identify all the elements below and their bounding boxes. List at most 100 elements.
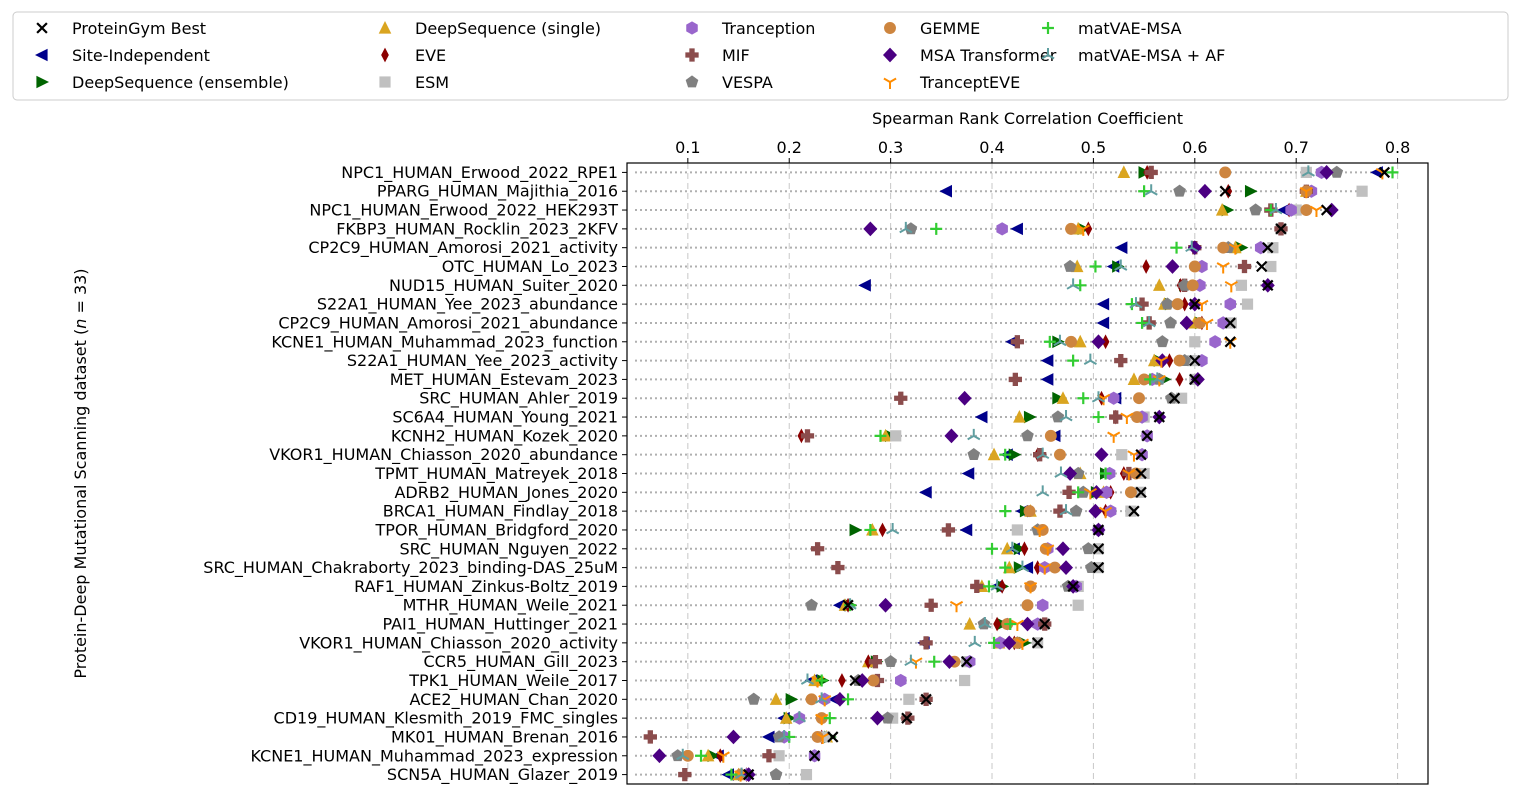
data-point xyxy=(1005,541,1019,554)
data-point xyxy=(815,713,829,726)
data-point xyxy=(1021,599,1034,612)
data-point xyxy=(1219,185,1231,197)
data-point xyxy=(957,390,972,406)
data-point xyxy=(1059,504,1073,516)
data-point xyxy=(1164,316,1177,329)
y-axis-title: Protein-Deep Mutational Scanning dataset… xyxy=(71,268,90,678)
data-point xyxy=(1062,485,1076,499)
data-point xyxy=(779,711,793,724)
data-point xyxy=(1180,296,1189,312)
data-point xyxy=(1100,485,1113,499)
data-point xyxy=(1013,410,1026,423)
data-point xyxy=(1088,503,1103,519)
data-point xyxy=(1249,203,1262,216)
data-point xyxy=(1021,429,1034,442)
data-point xyxy=(1267,242,1279,254)
data-point xyxy=(1036,485,1050,497)
y-tick-label: RAF1_HUMAN_Zinkus-Boltz_2019 xyxy=(354,577,618,597)
legend-item: Site-Independent xyxy=(35,46,210,65)
data-point xyxy=(1036,598,1049,612)
data-point xyxy=(1144,165,1158,180)
data-point xyxy=(1120,412,1134,425)
data-point xyxy=(1065,222,1078,235)
data-point xyxy=(1008,448,1022,461)
data-point xyxy=(1094,447,1109,463)
data-point xyxy=(1173,354,1186,367)
data-point xyxy=(1043,335,1056,348)
y-tick-label: CP2C9_HUMAN_Amorosi_2021_abundance xyxy=(278,313,618,333)
data-point xyxy=(1053,504,1067,518)
data-point xyxy=(769,767,783,780)
legend-label: matVAE-MSA + AF xyxy=(1078,46,1225,65)
data-point xyxy=(1187,354,1199,367)
data-point xyxy=(1023,505,1036,518)
data-point xyxy=(838,673,846,688)
data-point xyxy=(1104,504,1117,518)
data-point xyxy=(842,599,854,611)
data-point xyxy=(849,674,861,687)
data-point xyxy=(1011,636,1024,649)
data-point xyxy=(999,561,1012,574)
data-point xyxy=(1142,315,1156,328)
data-point xyxy=(1082,542,1095,555)
data-point xyxy=(747,692,761,705)
data-point xyxy=(974,410,988,424)
data-point xyxy=(805,693,818,706)
data-point xyxy=(878,597,893,613)
legend-label: TranceptEVE xyxy=(919,73,1020,92)
data-point xyxy=(1173,184,1186,197)
data-point xyxy=(1114,241,1128,254)
legend-marker xyxy=(36,22,48,34)
data-point xyxy=(769,692,783,705)
data-point xyxy=(867,674,880,687)
y-tick-label: FKBP3_HUMAN_Rocklin_2023_2KFV xyxy=(336,219,618,239)
legend-item: MIF xyxy=(685,46,750,65)
data-point xyxy=(1300,166,1312,179)
data-point xyxy=(1153,278,1166,291)
data-point xyxy=(1269,203,1283,215)
data-point xyxy=(1122,469,1136,481)
data-point xyxy=(1031,637,1044,649)
data-point xyxy=(1197,183,1212,199)
data-point xyxy=(681,749,694,762)
y-tick-label: SRC_HUMAN_Nguyen_2022 xyxy=(399,539,618,559)
y-tick-label: SCN5A_HUMAN_Glazer_2019 xyxy=(387,765,618,785)
data-point xyxy=(800,673,815,685)
data-point xyxy=(1135,297,1149,311)
data-point xyxy=(777,729,791,742)
data-point xyxy=(1175,372,1184,387)
y-tick-label: CP2C9_HUMAN_Amorosi_2021_activity xyxy=(308,238,618,258)
data-point xyxy=(1039,542,1052,555)
data-point xyxy=(800,429,815,443)
y-tick-label: SRC_HUMAN_Ahler_2019 xyxy=(419,389,618,409)
data-point xyxy=(1124,486,1137,499)
data-point xyxy=(1193,317,1206,329)
data-point xyxy=(939,184,952,198)
data-point xyxy=(1033,525,1047,537)
data-point xyxy=(1190,372,1205,387)
legend-item: MSA Transformer xyxy=(883,46,1057,65)
data-points xyxy=(643,165,1399,782)
data-point xyxy=(643,730,657,744)
data-point xyxy=(1092,411,1105,423)
y-tick-label: NPC1_HUMAN_Erwood_2022_HEK293T xyxy=(309,201,618,221)
data-point xyxy=(1324,202,1339,218)
data-point xyxy=(726,729,741,745)
legend-item: GEMME xyxy=(884,19,980,38)
data-point xyxy=(884,655,897,668)
y-axis-title-var: n xyxy=(71,319,90,329)
data-point xyxy=(1023,410,1037,424)
data-point xyxy=(960,656,973,668)
data-point xyxy=(827,731,839,743)
data-point xyxy=(808,750,821,762)
data-point xyxy=(1144,373,1157,386)
data-point xyxy=(671,749,685,762)
data-point xyxy=(1219,166,1232,179)
data-point xyxy=(1171,298,1184,311)
data-point xyxy=(868,655,883,669)
data-point xyxy=(772,730,786,743)
data-point xyxy=(1224,317,1236,329)
legend-marker xyxy=(686,21,698,35)
data-point xyxy=(1053,448,1066,461)
data-point xyxy=(785,693,799,706)
